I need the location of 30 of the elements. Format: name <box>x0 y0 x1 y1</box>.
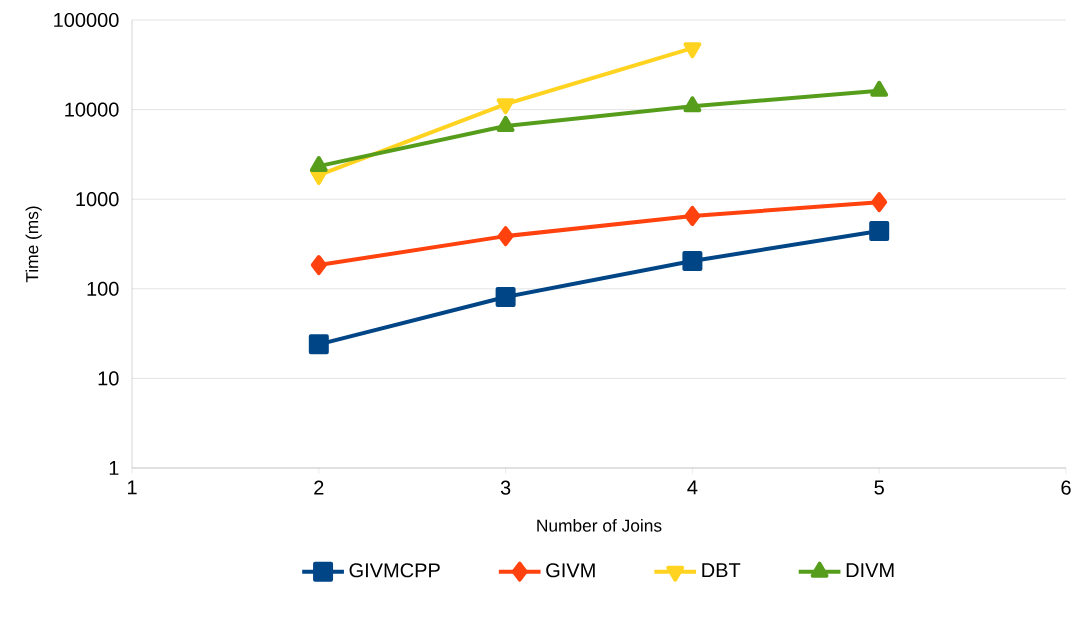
point <box>682 251 703 272</box>
point <box>308 334 329 355</box>
legend-label: DBT <box>702 563 741 578</box>
point <box>871 192 888 213</box>
point <box>309 156 328 173</box>
y-tick-label: 100000 <box>54 12 119 28</box>
y-tick-label: 1000 <box>76 192 119 207</box>
point <box>310 255 327 276</box>
y-tick-label: 10 <box>98 371 119 386</box>
point <box>683 96 702 113</box>
x-tick-label: 1 <box>127 480 137 495</box>
point <box>495 286 516 307</box>
x-tick-label: 5 <box>874 480 884 495</box>
point <box>684 205 701 226</box>
legend-label: GIVMCPP <box>349 563 440 578</box>
y-tick-label: 10000 <box>65 102 119 117</box>
point <box>870 80 889 97</box>
x-tick-label: 3 <box>500 480 511 495</box>
y-axis-title: Time (ms) <box>25 206 42 283</box>
y-tick-label: 100 <box>87 281 119 296</box>
point <box>497 226 514 247</box>
y-tick-label: 1 <box>109 461 119 475</box>
x-tick-label: 6 <box>1061 480 1071 495</box>
legend-label: DIVM <box>846 563 894 578</box>
x-tick-label: 4 <box>687 480 698 495</box>
point <box>869 220 890 241</box>
x-tick-label: 2 <box>314 480 324 495</box>
legend-label: GIVM <box>546 563 595 578</box>
point <box>496 115 515 132</box>
x-axis-title: Number of Joins <box>537 519 662 532</box>
